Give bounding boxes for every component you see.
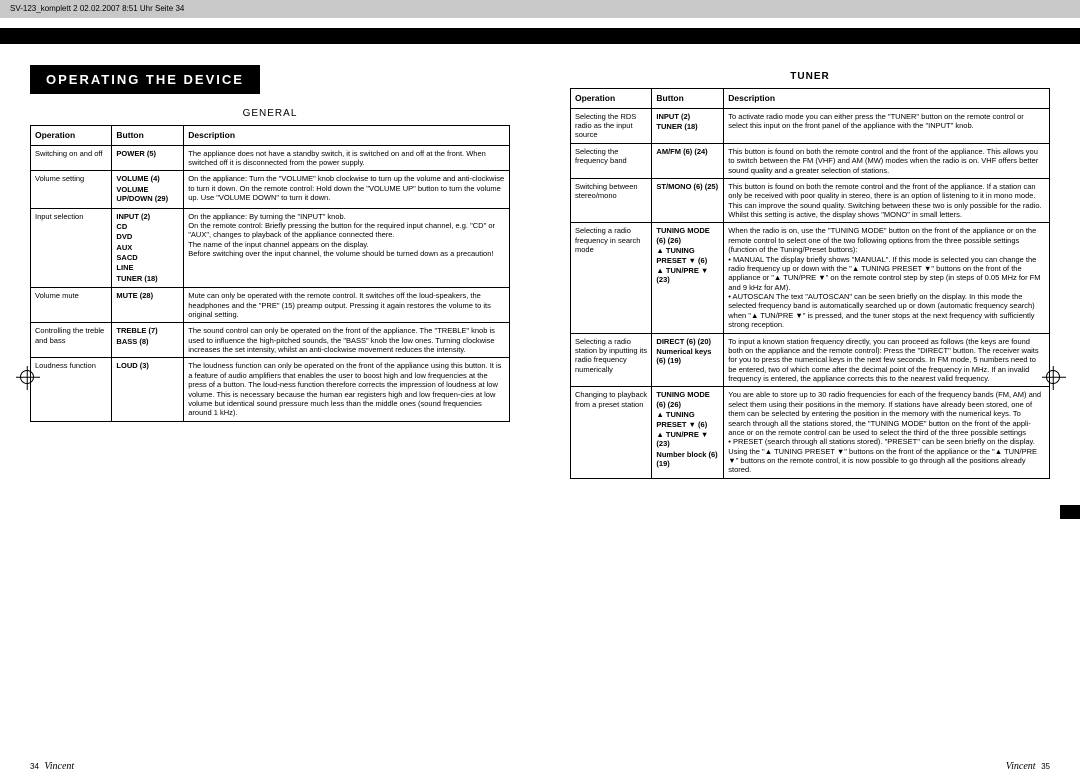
sub-title-tuner: TUNER [570,71,1050,82]
operation-cell: Controlling the treble and bass [31,323,112,358]
col-button: Button [652,89,724,109]
tuner-table: Operation Button Description Selecting t… [570,88,1050,479]
col-description: Description [184,126,510,146]
button-cell: VOLUME (4)VOLUME UP/DOWN (29) [112,171,184,208]
operation-cell: Selecting the frequency band [571,143,652,178]
button-cell: TUNING MODE (6) (26)▲ TUNING PRESET ▼ (6… [652,387,724,478]
button-cell: POWER (5) [112,145,184,171]
brand: Vincent [44,761,74,772]
description-cell: On the appliance: By turning the "INPUT"… [184,208,510,288]
description-cell: The sound control can only be operated o… [184,323,510,358]
section-title: OPERATING THE DEVICE [30,65,260,94]
footer-right: Vincent 35 [1006,761,1050,772]
col-operation: Operation [571,89,652,109]
table-row: Selecting a radio frequency in search mo… [571,223,1050,333]
page-right: TUNER Operation Button Description Selec… [540,55,1080,780]
table-row: Volume muteMUTE (28)Mute can only be ope… [31,288,510,323]
description-cell: To activate radio mode you can either pr… [724,108,1050,143]
button-cell: DIRECT (6) (20)Numerical keys (6) (19) [652,333,724,387]
table-row: Volume settingVOLUME (4)VOLUME UP/DOWN (… [31,171,510,208]
doc-header: SV-123_komplett 2 02.02.2007 8:51 Uhr Se… [0,0,1080,18]
description-cell: The loudness function can only be operat… [184,358,510,421]
table-row: Selecting a radio station by inputting i… [571,333,1050,387]
table-row: Selecting the RDS radio as the input sou… [571,108,1050,143]
table-header-row: Operation Button Description [571,89,1050,109]
button-cell: LOUD (3) [112,358,184,421]
button-cell: ST/MONO (6) (25) [652,178,724,223]
table-row: Switching between stereo/monoST/MONO (6)… [571,178,1050,223]
operation-cell: Switching between stereo/mono [571,178,652,223]
sub-title-general: GENERAL [30,108,510,119]
description-cell: To input a known station frequency direc… [724,333,1050,387]
footer-left: 34 Vincent [30,761,74,772]
page-number: 35 [1041,762,1050,771]
page-number: 34 [30,762,39,771]
operation-cell: Selecting the RDS radio as the input sou… [571,108,652,143]
table-header-row: Operation Button Description [31,126,510,146]
table-row: Selecting the frequency bandAM/FM (6) (2… [571,143,1050,178]
button-cell: TUNING MODE (6) (26)▲ TUNING PRESET ▼ (6… [652,223,724,333]
black-strip [0,28,1080,44]
description-cell: This button is found on both the remote … [724,178,1050,223]
button-cell: INPUT (2)TUNER (18) [652,108,724,143]
description-cell: On the appliance: Turn the "VOLUME" knob… [184,171,510,208]
description-cell: You are able to store up to 30 radio fre… [724,387,1050,478]
general-table: Operation Button Description Switching o… [30,125,510,422]
description-cell: When the radio is on, use the "TUNING MO… [724,223,1050,333]
operation-cell: Volume setting [31,171,112,208]
operation-cell: Changing to playback from a preset stati… [571,387,652,478]
button-cell: MUTE (28) [112,288,184,323]
table-row: Controlling the treble and bassTREBLE (7… [31,323,510,358]
description-cell: The appliance does not have a standby sw… [184,145,510,171]
operation-cell: Volume mute [31,288,112,323]
button-cell: TREBLE (7)BASS (8) [112,323,184,358]
page-left: OPERATING THE DEVICE GENERAL Operation B… [0,55,540,780]
button-cell: INPUT (2)CDDVDAUXSACDLINETUNER (18) [112,208,184,288]
description-cell: Mute can only be operated with the remot… [184,288,510,323]
operation-cell: Selecting a radio frequency in search mo… [571,223,652,333]
col-description: Description [724,89,1050,109]
col-operation: Operation [31,126,112,146]
col-button: Button [112,126,184,146]
operation-cell: Loudness function [31,358,112,421]
description-cell: This button is found on both the remote … [724,143,1050,178]
table-row: Input selectionINPUT (2)CDDVDAUXSACDLINE… [31,208,510,288]
operation-cell: Input selection [31,208,112,288]
table-row: Switching on and offPOWER (5)The applian… [31,145,510,171]
spread: OPERATING THE DEVICE GENERAL Operation B… [0,55,1080,780]
button-cell: AM/FM (6) (24) [652,143,724,178]
brand: Vincent [1006,761,1036,772]
operation-cell: Switching on and off [31,145,112,171]
operation-cell: Selecting a radio station by inputting i… [571,333,652,387]
table-row: Loudness functionLOUD (3)The loudness fu… [31,358,510,421]
table-row: Changing to playback from a preset stati… [571,387,1050,478]
